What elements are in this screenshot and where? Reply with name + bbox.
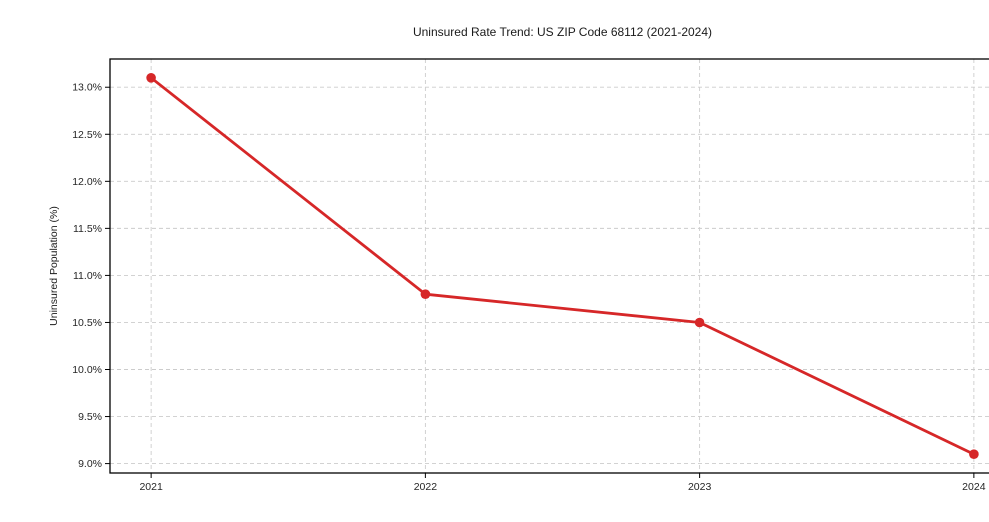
x-tick-label: 2023 [688,481,712,493]
data-point [420,289,431,300]
y-tick-label: 9.0% [78,458,102,470]
plot-area: 9.0% 9.5% 10.0% 10.5% 11.0% 11.5% 12.0% 12.5% 13… [72,58,989,493]
y-tick-label: 11.0% [73,270,102,282]
chart-title: Uninsured Rate Trend: US ZIP Code 68112 … [412,25,713,39]
x-tick-label: 2024 [962,481,986,493]
data-point [146,73,156,83]
y-tick-label: 11.5% [73,223,102,235]
y-tick-label: 13.0% [72,82,102,94]
x-tick-label: 2022 [414,481,438,493]
y-tick-label: 10.5% [72,317,102,329]
data-point [694,317,705,328]
data-point [969,449,979,460]
y-tick-label: 10.0% [72,364,102,376]
plot-border [109,58,989,474]
y-tick-label: 12.0% [72,176,102,188]
x-tick-label: 2021 [139,481,163,493]
y-tick-label: 12.5% [72,129,102,141]
data-line [149,76,976,456]
y-tick-label: 9.5% [78,411,102,423]
line-chart: Uninsured Rate Trend: US ZIP Code 68112 … [40,16,989,506]
